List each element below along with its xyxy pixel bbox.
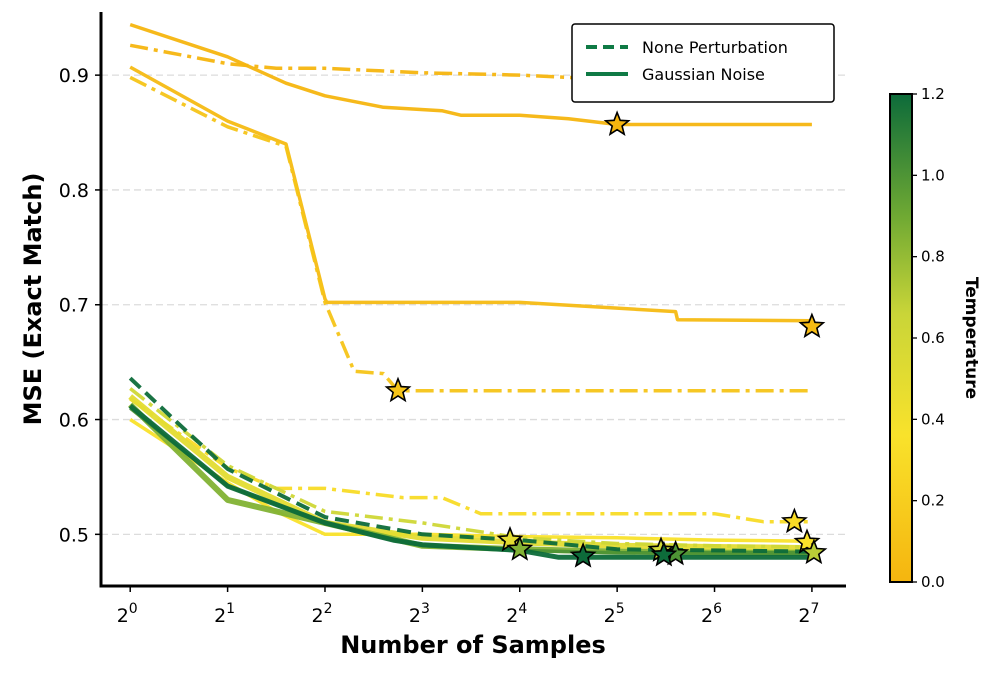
colorbar-tick-label: 1.2 (921, 85, 945, 103)
best-point-star (603, 110, 631, 136)
series-line (129, 75, 812, 393)
colorbar-tick-label: 0.0 (921, 573, 945, 591)
series-line (128, 376, 812, 554)
best-point-star (384, 376, 412, 403)
best-point-star (800, 538, 828, 565)
best-point-star (780, 507, 808, 534)
best-point-star (793, 528, 821, 554)
best-point-star (650, 540, 678, 567)
y-tick-label: 0.5 (59, 524, 89, 546)
series-line (129, 22, 812, 127)
colorbar-tick-label: 0.8 (921, 248, 945, 266)
x-tick-label: 22 (311, 601, 332, 627)
y-tick-label: 0.6 (59, 410, 89, 432)
legend-label-gaussian-noise: Gaussian Noise (642, 65, 765, 84)
y-axis-title: MSE (Exact Match) (19, 173, 47, 426)
y-tick-labels: 0.5 0.6 0.7 0.8 0.9 (59, 65, 101, 546)
x-tick-label: 25 (604, 601, 625, 627)
x-tick-label: 20 (117, 601, 138, 627)
colorbar-ticks: 0.0 0.2 0.4 0.6 0.8 1.0 1.2 (912, 85, 945, 591)
best-point-star (798, 312, 826, 339)
best-point-markers (384, 67, 828, 568)
series-line (129, 387, 812, 549)
x-tick-label: 21 (214, 601, 235, 627)
colorbar-gradient (889, 93, 913, 583)
y-tick-label: 0.7 (59, 295, 89, 317)
series-lines (128, 22, 812, 560)
legend-box (571, 23, 835, 103)
colorbar-tick-label: 0.6 (921, 329, 945, 347)
colorbar-tick-label: 1.0 (921, 166, 945, 184)
x-tick-label: 24 (506, 601, 527, 627)
x-tick-label: 26 (701, 601, 722, 627)
x-tick-label: 27 (798, 601, 819, 627)
x-axis-title: Number of Samples (340, 631, 606, 659)
colorbar-title: Temperature (961, 277, 981, 399)
series-line (128, 394, 812, 552)
axes (99, 12, 846, 588)
legend: None Perturbation Gaussian Noise (571, 23, 835, 103)
y-tick-label: 0.9 (59, 65, 89, 87)
x-tick-labels: 20 21 22 23 24 25 26 27 (117, 586, 819, 627)
y-tick-label: 0.8 (59, 180, 89, 202)
colorbar-tick-label: 0.2 (921, 492, 945, 510)
series-line (129, 65, 812, 323)
legend-label-none-perturbation: None Perturbation (642, 38, 788, 57)
x-tick-label: 23 (409, 601, 430, 627)
temperature-colorbar: 0.0 0.2 0.4 0.6 0.8 1.0 1.2 Temperature (889, 85, 981, 591)
best-point-star (569, 542, 597, 568)
best-point-star (506, 535, 534, 561)
colorbar-tick-label: 0.4 (921, 410, 945, 428)
